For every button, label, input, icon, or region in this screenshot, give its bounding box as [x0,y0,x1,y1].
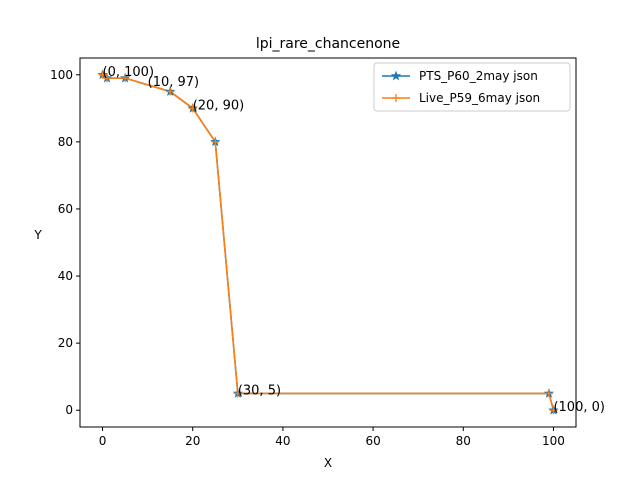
chart-title: lpi_rare_chancenone [256,36,400,52]
series-2-point [211,137,220,146]
legend-marker [390,70,402,81]
x-tick-label: 60 [365,434,380,448]
y-tick-label: 40 [58,269,73,283]
series-2-point [233,389,242,398]
legend-entry-label: PTS_P60_2may json [419,69,538,83]
plot-area: 0 20 40 60 80 100 0 20 40 60 80 100 (0, 100)(10, 97)… [50,57,605,448]
legend-box [373,62,571,112]
y-tick-label: 80 [58,135,73,149]
series-2-point [103,74,112,83]
legend-marker [392,94,400,102]
series-2-point [166,87,175,96]
x-tick-label: 40 [275,434,290,448]
point-annotation: (10, 97) [148,75,200,90]
x-tick-label: 100 [542,434,565,448]
legend: PTS_P60_2may json Live_P59_6may json [373,62,571,112]
point-annotation: (100, 0) [553,400,605,415]
series-2-point [549,406,558,415]
x-tick-label: 80 [456,434,471,448]
y-axis-label: Y [33,228,42,242]
series-2-point [544,389,553,398]
y-tick-label: 60 [58,202,73,216]
point-annotation: (0, 100) [103,65,155,80]
y-tick-label: 20 [58,336,73,350]
series-2-point [98,70,107,79]
x-tick-label: 0 [99,434,107,448]
series-2-point [121,74,130,83]
point-annotation: (20, 90) [193,98,245,113]
plot-frame [79,57,577,428]
series-2-point [188,104,197,113]
x-axis-label: X [324,456,332,470]
y-tick-label: 0 [65,403,73,417]
x-tick-label: 20 [185,434,200,448]
point-annotation: (30, 5) [238,383,281,398]
y-tick-label: 100 [50,68,73,82]
legend-entry-label: Live_P59_6may json [419,91,540,105]
